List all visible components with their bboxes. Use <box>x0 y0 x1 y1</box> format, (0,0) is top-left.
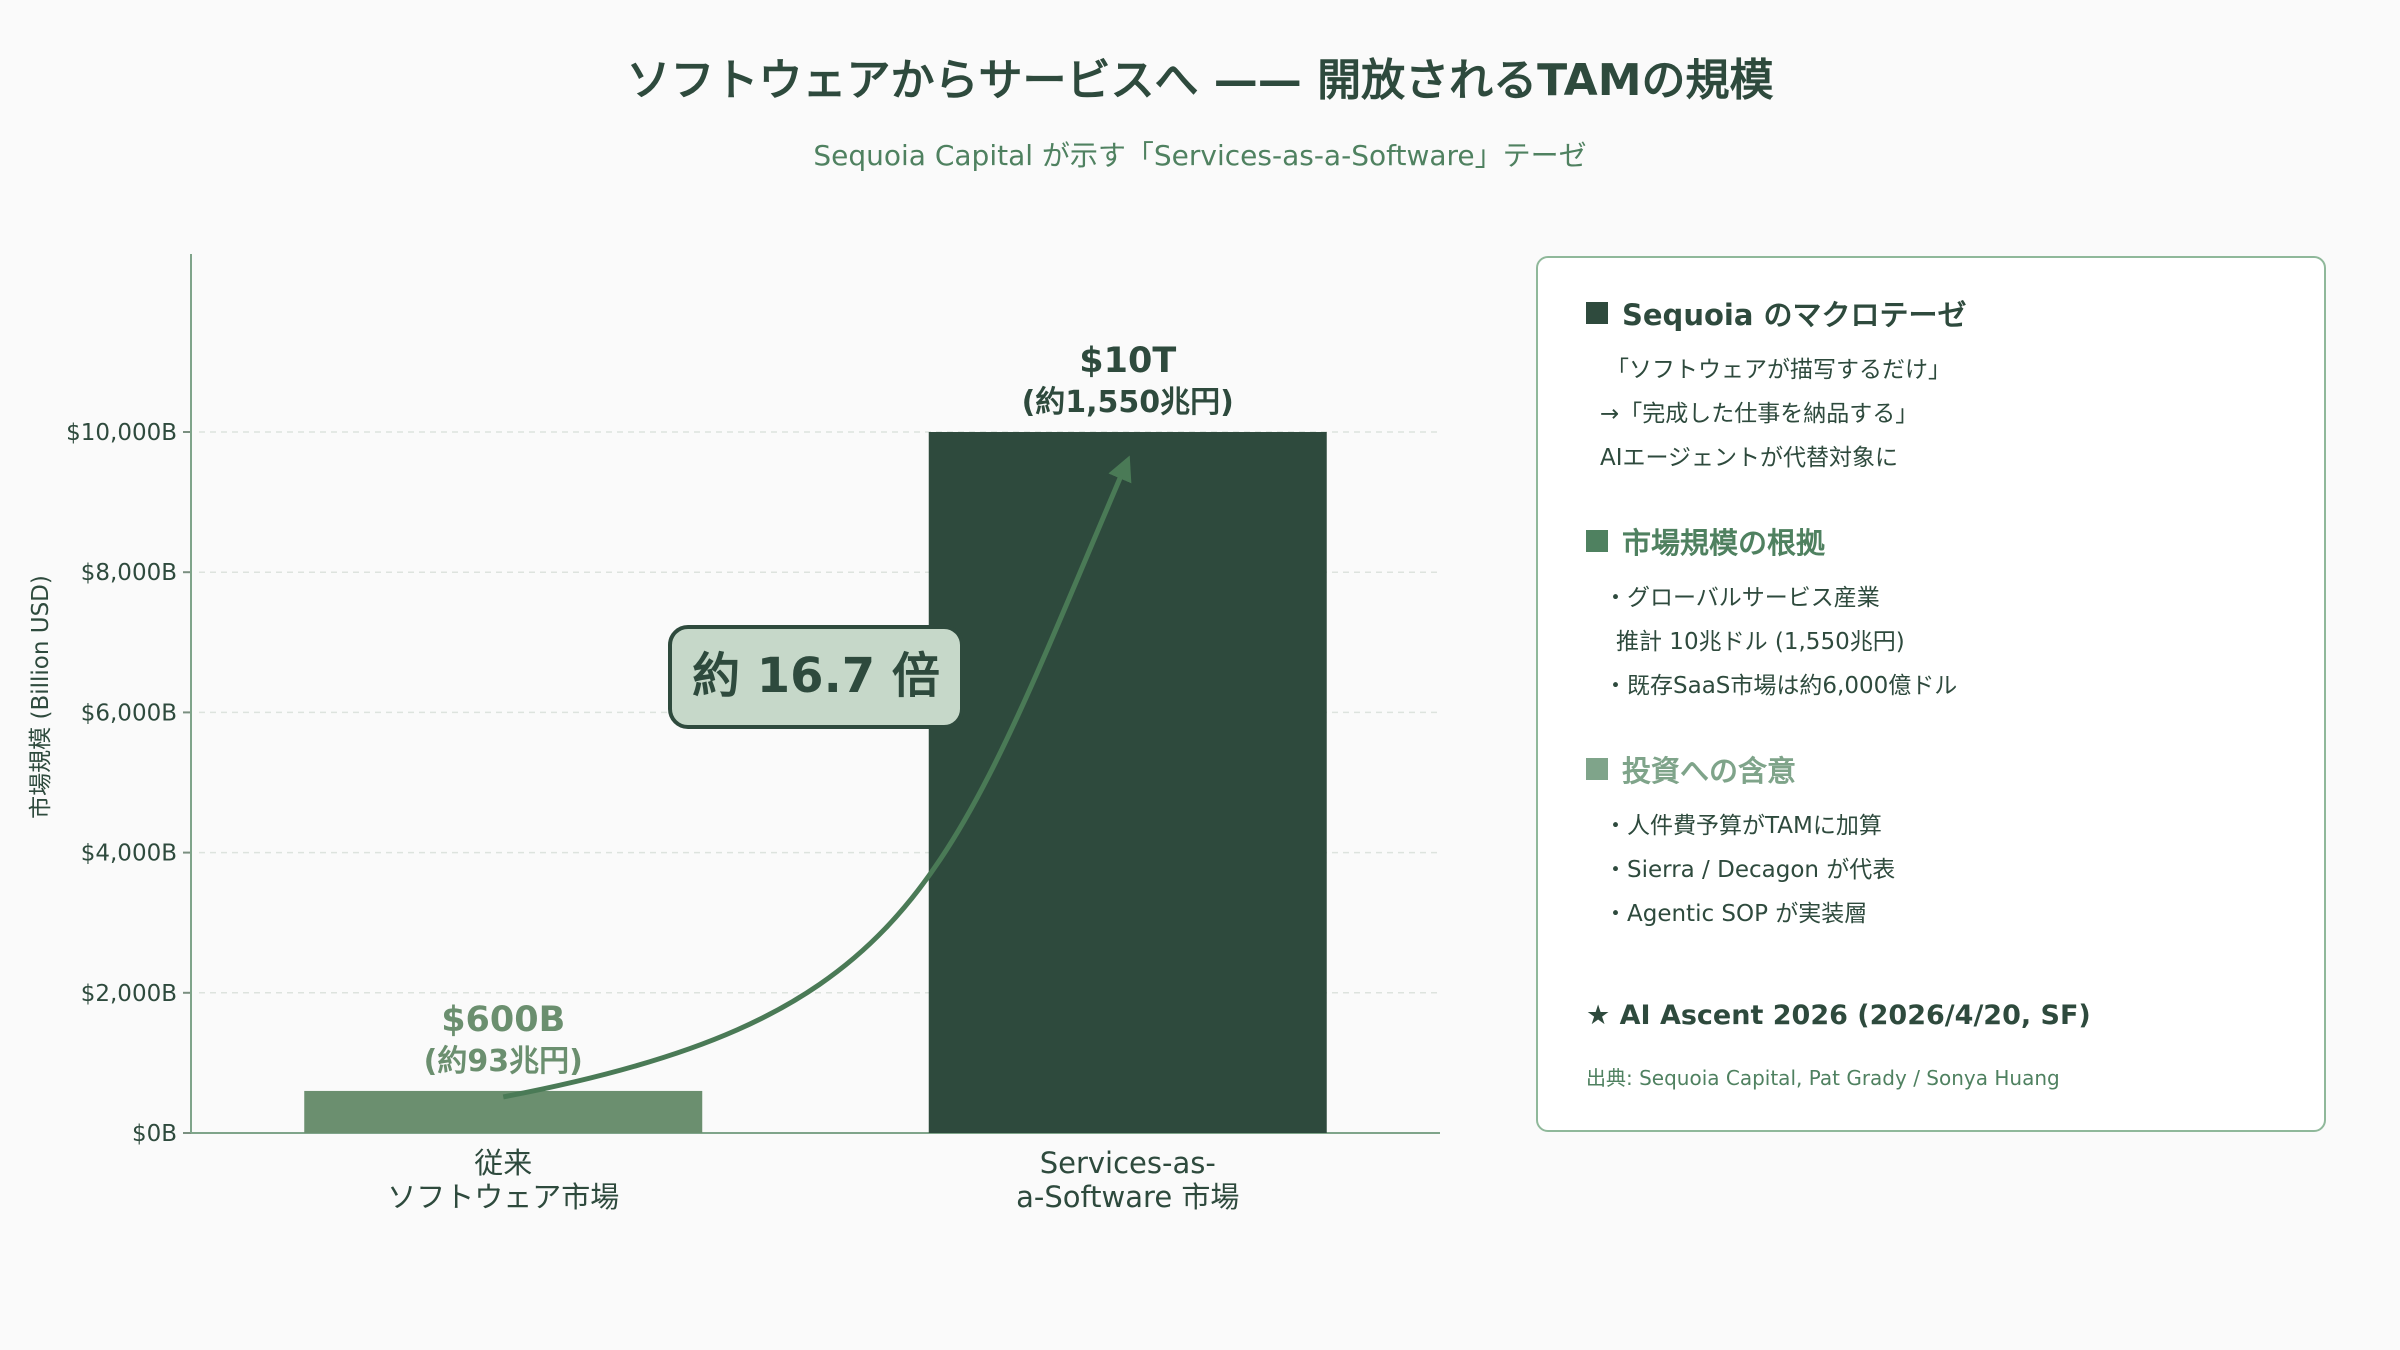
multiplier-label: 約 16.7 倍 <box>692 648 940 704</box>
panel-line: ・グローバルサービス産業 <box>1604 585 1880 611</box>
y-tick-label: $0B <box>132 1121 177 1147</box>
x-tick-label: 従来 <box>474 1146 532 1180</box>
square-bullet-icon <box>1586 302 1608 324</box>
panel-line: ・Sierra / Decagon が代表 <box>1604 857 1896 883</box>
event-note: ★ AI Ascent 2026 (2026/4/20, SF) <box>1586 1000 2091 1031</box>
bar <box>928 432 1327 1133</box>
y-tick-label: $6,000B <box>81 700 177 726</box>
source-note: 出典: Sequoia Capital, Pat Grady / Sonya H… <box>1586 1066 2060 1090</box>
multiplier-box <box>668 625 964 729</box>
section-title: 市場規模の根拠 <box>1622 526 1826 560</box>
section-title: Sequoia のマクロテーゼ <box>1622 298 1967 332</box>
page-subtitle: Sequoia Capital が示す「Services-as-a-Softwa… <box>813 139 1587 172</box>
panel-line: AIエージェントが代替対象に <box>1600 445 1899 471</box>
panel-line: ・人件費予算がTAMに加算 <box>1604 813 1882 839</box>
data-label-sub: (約1,550兆円) <box>1022 385 1234 420</box>
page-title: ソフトウェアからサービスへ —— 開放されるTAMの規模 <box>626 55 1774 106</box>
square-bullet-icon <box>1586 758 1608 780</box>
panel-section-heading-3: 投資への含意 <box>1586 748 1796 790</box>
y-tick-label: $8,000B <box>81 560 177 586</box>
thesis-panel: Sequoia のマクロテーゼ 「ソフトウェアが描写するだけ」 →「完成した仕事… <box>1536 256 2326 1132</box>
y-axis-label: 市場規模 (Billion USD) <box>28 575 54 819</box>
y-tick-label: $10,000B <box>66 420 177 446</box>
data-label: $600B <box>441 1000 565 1040</box>
y-tick-label: $2,000B <box>81 981 177 1007</box>
square-bullet-icon <box>1586 530 1608 552</box>
data-label-sub: (約93兆円) <box>424 1044 583 1079</box>
bar <box>304 1090 703 1133</box>
panel-section-heading-2: 市場規模の根拠 <box>1586 520 1825 562</box>
panel-line: 「ソフトウェアが描写するだけ」 <box>1606 357 1951 383</box>
data-label: $10T <box>1079 341 1176 381</box>
growth-arrow <box>502 455 1132 1100</box>
panel-section-heading-1: Sequoia のマクロテーゼ <box>1586 292 1967 334</box>
x-tick-label: Services-as- <box>1040 1146 1216 1180</box>
x-tick-label: ソフトウェア市場 <box>387 1180 619 1214</box>
panel-line: ・Agentic SOP が実装層 <box>1604 901 1868 927</box>
x-tick-label: a-Software 市場 <box>1016 1180 1239 1214</box>
section-title: 投資への含意 <box>1622 754 1797 788</box>
panel-line: 推計 10兆ドル (1,550兆円) <box>1616 629 1905 655</box>
y-tick-label: $4,000B <box>81 841 177 867</box>
panel-line: ・既存SaaS市場は約6,000億ドル <box>1604 673 1958 699</box>
panel-line: →「完成した仕事を納品する」 <box>1600 401 1919 427</box>
